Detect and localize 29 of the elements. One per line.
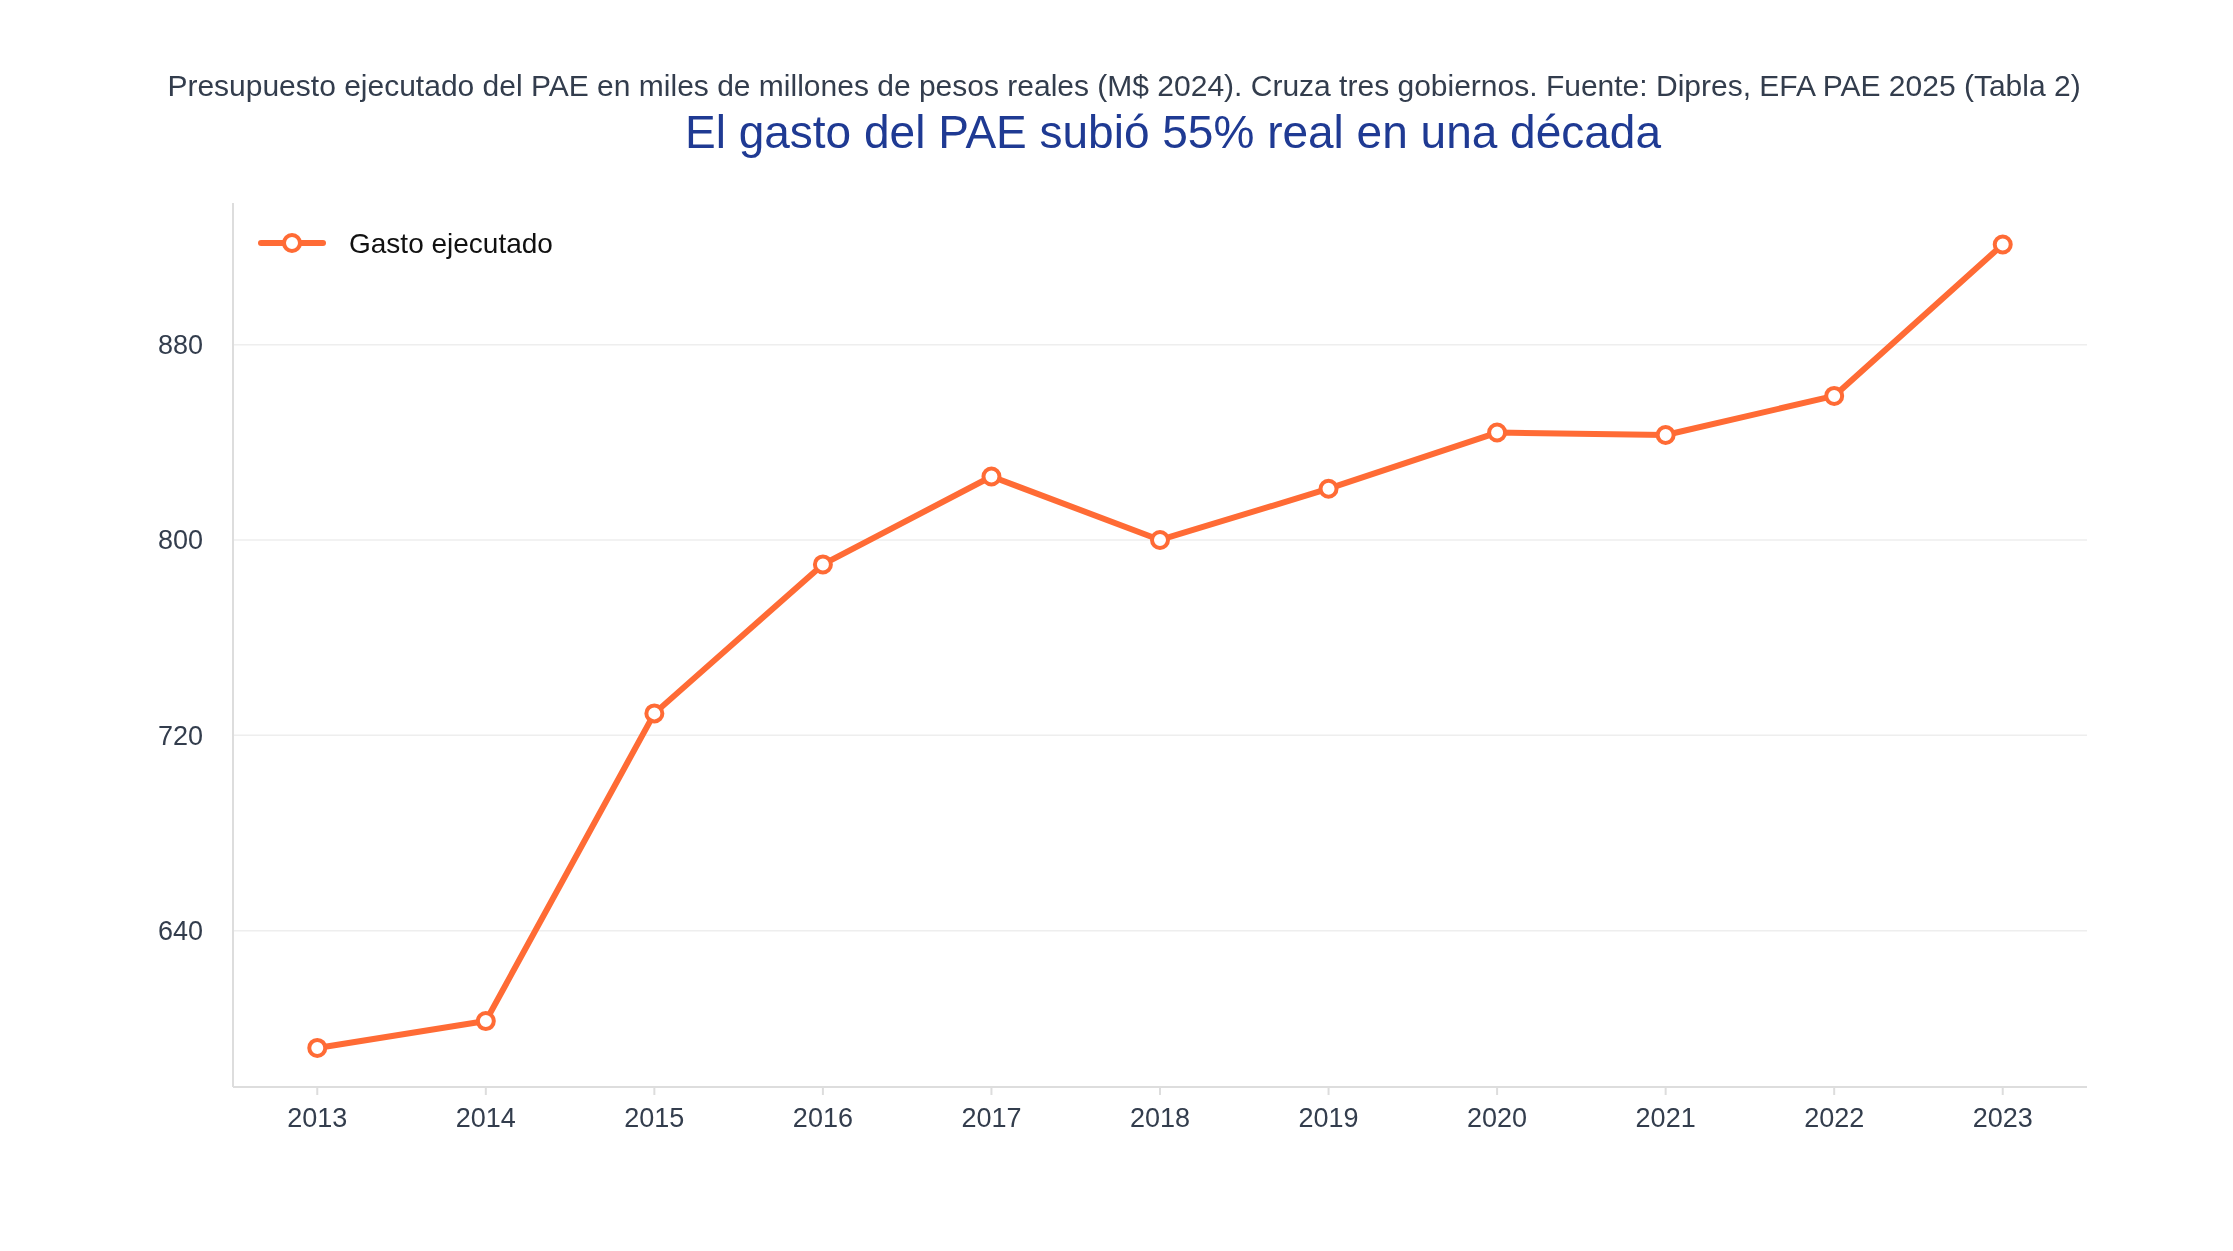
x-tick-label: 2020 bbox=[1467, 1103, 1528, 1133]
point bbox=[1824, 385, 1845, 406]
point bbox=[1318, 478, 1339, 499]
chart-subtitle: Presupuesto ejecutado del PAE en miles de millones de pesos reales (M$ 2024). Cruza tres gobiernos. Fuente: Dipres, EFA PAE 2025 (Tabla 2) bbox=[167, 69, 2081, 102]
point bbox=[1150, 529, 1170, 550]
x-tick-label: 2018 bbox=[1129, 1103, 1191, 1133]
point bbox=[475, 1011, 496, 1032]
x-tick-label: 2023 bbox=[1972, 1103, 2033, 1133]
point bbox=[981, 466, 1002, 487]
point bbox=[1992, 234, 2013, 255]
chart-title: El gasto del PAE subió 55% real en una década bbox=[684, 106, 1662, 158]
legend-label: Gasto ejecutado bbox=[349, 227, 553, 259]
y-tick-label: 720 bbox=[157, 720, 203, 751]
x-tick-label: 2014 bbox=[455, 1103, 516, 1133]
point bbox=[1655, 424, 1676, 445]
y-tick-label: 880 bbox=[157, 330, 203, 361]
x-tick-label: 2015 bbox=[624, 1103, 685, 1133]
y-tick-label: 800 bbox=[157, 525, 203, 556]
point bbox=[1487, 422, 1508, 443]
point bbox=[644, 703, 665, 724]
x-tick-label: 2019 bbox=[1298, 1103, 1359, 1133]
x-tick-label: 2016 bbox=[792, 1103, 853, 1133]
x-tick-label: 2013 bbox=[287, 1103, 348, 1133]
x-tick-label: 2017 bbox=[961, 1103, 1022, 1133]
point bbox=[307, 1037, 328, 1058]
point bbox=[812, 554, 833, 575]
x-tick-label: 2022 bbox=[1804, 1103, 1865, 1133]
x-tick-label: 2021 bbox=[1635, 1103, 1696, 1133]
y-tick-label: 640 bbox=[157, 916, 203, 947]
